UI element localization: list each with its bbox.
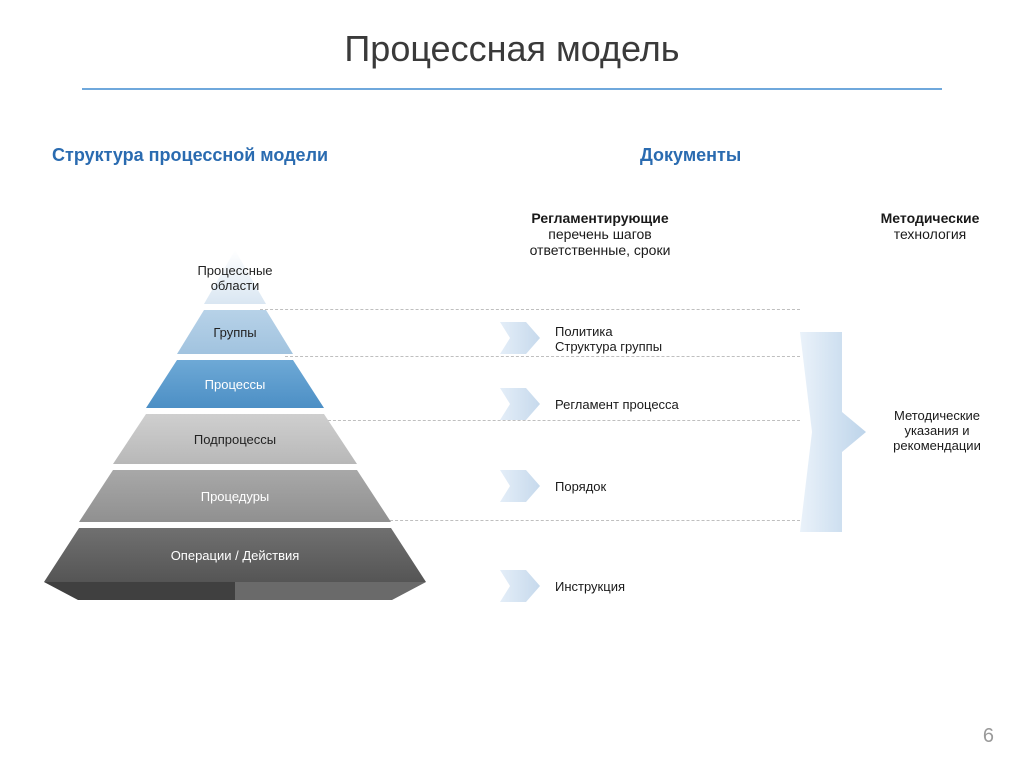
title-underline	[82, 88, 942, 90]
subheading-method-title: Методические	[860, 210, 1000, 226]
chevron-label: ПолитикаСтруктура группы	[555, 324, 662, 354]
chevron-arrow	[500, 322, 540, 359]
subheading-regulating-line2: перечень шагов	[500, 226, 700, 242]
pyramid-base-3d	[44, 582, 235, 600]
chevron-label: Инструкция	[555, 579, 625, 594]
subheading-regulating-title: Регламентирующие	[500, 210, 700, 226]
subheading-regulating: Регламентирующие перечень шагов ответств…	[500, 210, 700, 258]
pyramid-layer-label: Группы	[213, 325, 256, 340]
heading-documents: Документы	[640, 145, 741, 166]
pyramid-layer-label: Процессные	[197, 263, 272, 278]
chevron-label: Регламент процесса	[555, 397, 679, 412]
subheading-regulating-line3: ответственные, сроки	[500, 242, 700, 258]
page-number: 6	[983, 725, 994, 748]
chevron-arrow	[500, 570, 540, 607]
heading-structure: Структура процессной модели	[52, 145, 328, 166]
page-title: Процессная модель	[0, 0, 1024, 70]
pyramid-layer-label: Процедуры	[201, 489, 270, 504]
pyramid-layer-label: области	[211, 278, 260, 293]
subheading-method: Методические технология	[860, 210, 1000, 242]
chevron-label: Порядок	[555, 479, 606, 494]
subheading-method-line2: технология	[860, 226, 1000, 242]
dash-line	[385, 520, 800, 521]
chevron-arrow	[500, 388, 540, 425]
pyramid-layer-label: Подпроцессы	[194, 432, 276, 447]
pyramid: областиПроцессные Группы Процессы Подпроцес…	[50, 250, 420, 620]
pyramid-base-3d	[235, 582, 426, 600]
bracket-label: Методическиеуказания ирекомендации	[872, 408, 1002, 453]
chevron-arrow	[500, 470, 540, 507]
bracket-shape	[800, 332, 866, 532]
pyramid-layer-label: Операции / Действия	[171, 548, 300, 563]
pyramid-layer-label: Процессы	[205, 377, 266, 392]
